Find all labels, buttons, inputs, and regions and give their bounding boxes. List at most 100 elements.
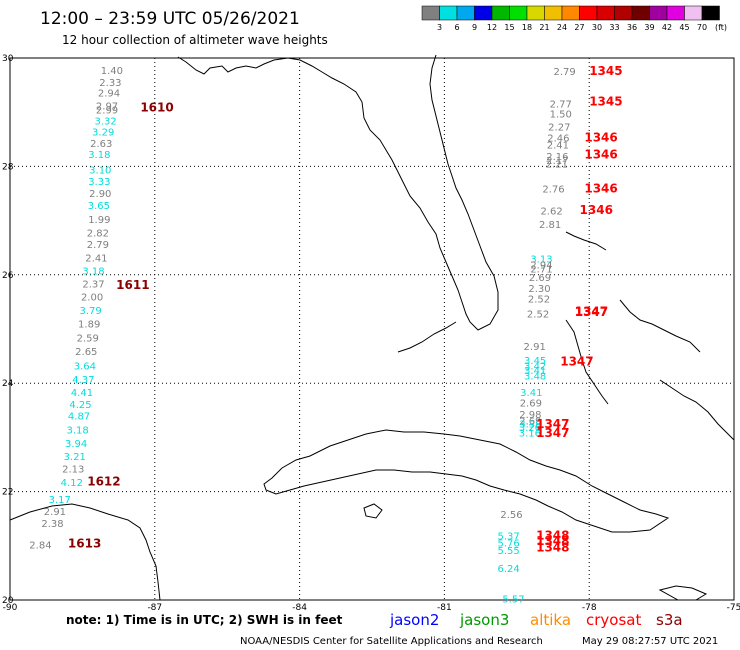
bahamas-abaco-outline — [565, 231, 607, 251]
wave-height-value: 2.21 — [546, 160, 568, 171]
map-subtitle: 12 hour collection of altimeter wave hei… — [62, 33, 328, 47]
pass-time-label: 1610 — [140, 100, 173, 114]
colorbar-unit: (ft) — [715, 23, 727, 32]
yucatan-outline — [9, 503, 161, 601]
wave-height-value: 2.65 — [75, 347, 97, 358]
wave-height-value: 3.42 — [524, 361, 546, 372]
wave-height-value: 3.38 — [519, 419, 541, 430]
wave-height-value: 2.16 — [546, 152, 568, 163]
wave-height-value: 2.30 — [528, 284, 550, 295]
longitude-tick: -78 — [582, 603, 597, 613]
pass-time-label: 1347 — [575, 305, 608, 319]
colorbar-swatch — [596, 5, 615, 21]
colorbar-legend: 3 6 9 12 15 18 21 24 27 30 33 36 39 42 45 70 — [421, 5, 720, 32]
wave-height-value: 2.79 — [553, 67, 575, 78]
pass-time-label: 1347 — [536, 417, 569, 431]
isla-juventud-outline — [363, 503, 383, 519]
pass-time-label: 1347 — [575, 305, 608, 319]
wave-height-value: 5.57 — [502, 594, 524, 605]
wave-height-value: 4.37 — [72, 375, 94, 386]
wave-height-value: 3.17 — [49, 495, 71, 506]
wave-height-value: 2.52 — [527, 309, 549, 320]
pass-time-label: 1613 — [68, 537, 101, 551]
wave-height-value: 4.87 — [68, 412, 90, 423]
colorbar-label: 21 — [539, 23, 549, 32]
colorbar-label: 30 — [592, 23, 602, 32]
bahamas-south-outline — [659, 379, 735, 441]
colorbar-label: 39 — [644, 23, 654, 32]
altimeter-tracks: 1.402.332.942.972.993.323.292.633.183.10… — [29, 64, 622, 605]
wave-height-value: 2.59 — [77, 334, 99, 345]
footnote: note: 1) Time is in UTC; 2) SWH is in fe… — [66, 613, 343, 627]
wave-height-value: 2.13 — [62, 464, 84, 475]
pass-time-label: 1346 — [584, 131, 617, 145]
colorbar-swatch — [666, 5, 685, 21]
latitude-tick: 22 — [2, 488, 13, 498]
colorbar-swatch — [491, 5, 510, 21]
colorbar-swatch — [456, 5, 475, 21]
satellite-legend-s3a: s3a — [656, 611, 683, 629]
colorbar-label: 15 — [504, 23, 514, 32]
wave-height-value: 3.18 — [88, 150, 110, 161]
wave-height-value: 2.69 — [520, 399, 542, 410]
colorbar-swatch — [526, 5, 545, 21]
map-title: 12:00 – 23:59 UTC 05/26/2021 — [40, 9, 300, 29]
latitude-tick: 24 — [2, 379, 14, 389]
wave-height-value: 3.18 — [82, 266, 104, 277]
pass-time-label: 1348 — [536, 529, 569, 543]
wave-height-value: 2.17 — [546, 156, 568, 167]
longitude-tick: -90 — [3, 603, 18, 613]
wave-height-value: 3.32 — [94, 116, 116, 127]
wave-height-value: 2.56 — [500, 510, 522, 521]
wave-height-value: 3.29 — [92, 128, 114, 139]
latitude-tick: 30 — [2, 54, 14, 64]
latitude-tick: 26 — [2, 271, 14, 281]
wave-height-value: 2.84 — [29, 541, 51, 552]
colorbar-label: 6 — [454, 23, 459, 32]
satellite-legend-jason3: jason3 — [459, 611, 509, 629]
wave-height-value: 2.79 — [87, 240, 109, 251]
colorbar-swatch — [579, 5, 598, 21]
wave-height-value: 3.10 — [89, 166, 111, 177]
graticule — [9, 57, 735, 601]
wave-height-value: 3.16 — [519, 429, 541, 440]
axis-ticks: -90 -87 -84 -81 -78 -75 30 28 26 24 22 20 — [2, 54, 740, 613]
colorbar-swatch — [684, 5, 703, 21]
wave-height-value: 2.63 — [90, 139, 112, 150]
wave-height-value: 2.98 — [519, 410, 541, 421]
gulf-coast-outline — [177, 54, 499, 331]
colorbar-swatch — [649, 5, 668, 21]
colorbar-label: 45 — [679, 23, 689, 32]
pass-time-label: 1347 — [536, 426, 569, 440]
wave-height-value: 2.90 — [89, 189, 111, 200]
pass-time-label: 1345 — [589, 94, 622, 108]
wave-height-value: 1.50 — [550, 109, 572, 120]
pass-time-label: 1346 — [580, 203, 613, 217]
colorbar-swatch — [474, 5, 493, 21]
pass-time-label: 1347 — [560, 355, 593, 369]
wave-height-value: 2.62 — [540, 206, 562, 217]
wave-height-value: 1.99 — [88, 215, 110, 226]
longitude-tick: -81 — [437, 603, 452, 613]
colorbar-swatch — [421, 5, 440, 21]
wave-height-value: 3.41 — [524, 366, 546, 377]
pass-time-label: 1346 — [584, 147, 617, 161]
colorbar-label: 9 — [472, 23, 477, 32]
colorbar-label: 70 — [697, 23, 707, 32]
wave-height-value: 3.48 — [524, 372, 546, 383]
wave-height-value: 5.37 — [497, 532, 519, 543]
wave-height-value: 2.41 — [547, 141, 569, 152]
satellite-legend-jason2: jason2 — [389, 611, 439, 629]
wave-height-value: 2.99 — [96, 105, 118, 116]
wave-height-value: 3.41 — [520, 388, 542, 399]
wave-height-value: 2.91 — [524, 342, 546, 353]
cuba-outline — [263, 429, 670, 533]
wave-height-value: 3.65 — [88, 201, 110, 212]
colorbar-swatch — [561, 5, 580, 21]
colorbar-swatch — [439, 5, 458, 21]
pass-time-label: 1348 — [536, 540, 569, 554]
wave-height-value: 4.12 — [61, 478, 83, 489]
wave-height-value: 6.24 — [497, 564, 519, 575]
pass-time-label: 1612 — [87, 474, 120, 488]
